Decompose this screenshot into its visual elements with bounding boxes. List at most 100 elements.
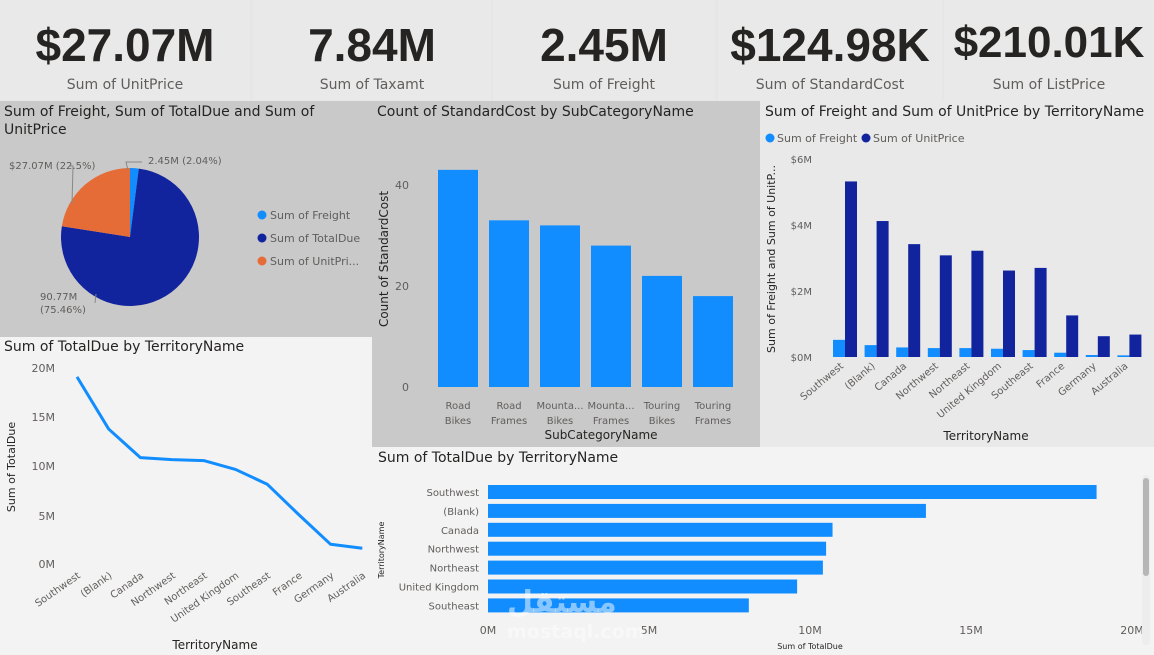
scrollbar-thumb[interactable]: [1143, 478, 1149, 576]
clustered-chart-panel[interactable]: Sum of Freight and Sum of UnitPrice by T…: [760, 101, 1154, 447]
hbar-x-tick-20: 20M: [1120, 624, 1144, 637]
legend-totaldue[interactable]: Sum of TotalDue: [270, 232, 360, 245]
hbar-y-label-northwest: Northwest: [428, 545, 480, 556]
hbar-y-axis-title: TerritoryName: [377, 522, 386, 580]
hbar-southeast[interactable]: [488, 598, 749, 613]
bar-x-label-line: Frames: [593, 416, 629, 427]
kpi-card-listprice[interactable]: $210.01K Sum of ListPrice: [944, 0, 1154, 101]
cluster-bar-sum-of-unitprice-blank[interactable]: [876, 221, 889, 357]
cluster-bar-sum-of-unitprice-southeast[interactable]: [1034, 267, 1047, 357]
kpi-value: $210.01K: [953, 18, 1145, 67]
cluster-bar-sum-of-freight-germany[interactable]: [1085, 355, 1098, 357]
cluster-legend-unitprice[interactable]: Sum of UnitPrice: [873, 132, 965, 145]
kpi-value: 7.84M: [308, 19, 436, 71]
cluster-y-tick-2: $2M: [791, 287, 812, 298]
legend-unitprice[interactable]: Sum of UnitPri...: [270, 255, 359, 268]
line-series[interactable]: [75, 376, 363, 550]
cluster-y-axis-title: Sum of Freight and Sum of UnitP...: [765, 165, 778, 353]
line-x-axis-title: TerritoryName: [171, 638, 257, 652]
pie-chart-panel[interactable]: Sum of Freight, Sum of TotalDue and Sum …: [0, 101, 372, 337]
cluster-bar-sum-of-unitprice-france[interactable]: [1066, 315, 1079, 357]
line-y-tick-5: 5M: [39, 510, 56, 523]
bar-x-label-line: Bikes: [445, 416, 471, 427]
hbar-blank[interactable]: [488, 503, 926, 518]
kpi-label: Sum of ListPrice: [992, 77, 1106, 93]
cluster-bar-sum-of-freight-canada[interactable]: [896, 347, 909, 357]
cluster-bar-sum-of-unitprice-canada[interactable]: [908, 244, 921, 357]
bar-chart-svg: 0 20 40 Road Bikes Road Frames Mounta... Bike…: [377, 169, 733, 442]
legend-swatch-freight: [257, 210, 267, 220]
cluster-bar-sum-of-unitprice-united-kingdom[interactable]: [1003, 270, 1015, 357]
cluster-bar-sum-of-unitprice-northeast[interactable]: [971, 250, 984, 357]
hbar-y-label-united-kingdom: United Kingdom: [399, 583, 479, 594]
cluster-bar-sum-of-unitprice-germany[interactable]: [1097, 336, 1110, 357]
cluster-bar-sum-of-unitprice-southwest[interactable]: [845, 181, 857, 357]
hbar-chart-panel[interactable]: Sum of TotalDue by TerritoryName Southwe…: [372, 447, 1154, 655]
kpi-card-unitprice[interactable]: $27.07M Sum of UnitPrice: [0, 0, 250, 101]
pie-data-label-freight: 2.45M (2.04%): [148, 156, 222, 167]
bar-mountain-frames[interactable]: [591, 245, 631, 387]
bar-y-tick-0: 0: [402, 381, 409, 394]
bar-x-label-touring-bikes: Touring Bikes: [643, 401, 680, 427]
hbar-southwest[interactable]: [488, 485, 1097, 499]
hbar-northeast[interactable]: [488, 560, 823, 575]
cluster-legend-freight[interactable]: Sum of Freight: [777, 132, 858, 145]
hbar-chart-title: Sum of TotalDue by TerritoryName: [378, 450, 619, 466]
bar-x-label-line: Touring: [694, 401, 731, 412]
cluster-bar-sum-of-freight-united-kingdom[interactable]: [991, 348, 1003, 357]
hbar-y-label-northeast: Northeast: [430, 564, 479, 575]
kpi-card-standardcost[interactable]: $124.98K Sum of StandardCost: [718, 0, 942, 101]
bar-road-frames[interactable]: [489, 220, 529, 387]
legend-swatch-unitprice: [257, 256, 267, 266]
hbar-united-kingdom[interactable]: [488, 579, 798, 594]
cluster-bar-sum-of-freight-southeast[interactable]: [1022, 350, 1035, 357]
bar-chart-panel[interactable]: Count of StandardCost by SubCategoryName…: [372, 101, 760, 447]
cluster-bar-sum-of-freight-australia[interactable]: [1117, 355, 1130, 357]
cluster-bar-sum-of-freight-southwest[interactable]: [833, 339, 845, 357]
cluster-bar-sum-of-freight-france[interactable]: [1054, 352, 1067, 357]
bar-x-label-line: Road: [445, 401, 470, 412]
pie-chart-title: Sum of Freight, Sum of TotalDue and Sum …: [4, 104, 315, 138]
cluster-bar-sum-of-unitprice-northwest[interactable]: [939, 255, 952, 357]
kpi-card-taxamt[interactable]: 7.84M Sum of Taxamt: [253, 0, 491, 101]
hbar-x-tick-0: 0M: [480, 624, 497, 637]
line-y-tick-20: 20M: [32, 362, 56, 375]
bar-road-bikes[interactable]: [438, 169, 478, 387]
cluster-bar-sum-of-freight-northwest[interactable]: [927, 348, 940, 357]
bar-x-label-line: Frames: [491, 416, 527, 427]
cluster-x-axis-title: TerritoryName: [942, 429, 1028, 443]
bar-touring-bikes[interactable]: [642, 275, 682, 387]
line-chart-title: Sum of TotalDue by TerritoryName: [4, 339, 245, 355]
kpi-value: 2.45M: [540, 19, 668, 71]
bar-x-label-line: Mounta...: [536, 401, 583, 412]
legend-freight[interactable]: Sum of Freight: [270, 209, 351, 222]
pie-slice-sum-of-totaldue[interactable]: [61, 168, 199, 306]
cluster-y-tick-6: $6M: [791, 155, 812, 166]
hbar-x-tick-15: 15M: [959, 624, 983, 637]
bar-x-label-line: Mounta...: [587, 401, 634, 412]
hbar-x-tick-10: 10M: [798, 624, 822, 637]
hbar-northwest[interactable]: [488, 541, 827, 556]
cluster-bar-sum-of-unitprice-australia[interactable]: [1129, 334, 1142, 357]
pie-data-label-totaldue-line1: 90.77M: [40, 292, 77, 303]
line-chart-panel[interactable]: Sum of TotalDue by TerritoryName 0M 5M 1…: [0, 337, 372, 655]
pie-slice-sum-of-freight[interactable]: [130, 168, 139, 237]
watermark-latin: mostaql.com: [507, 621, 645, 643]
cluster-bar-sum-of-freight-blank[interactable]: [864, 345, 877, 357]
hbar-y-label-southeast: Southeast: [429, 601, 480, 612]
bar-touring-frames[interactable]: [693, 296, 733, 387]
cluster-y-tick-0: $0M: [791, 353, 812, 364]
line-y-tick-0: 0M: [39, 558, 56, 571]
bar-x-label-line: Touring: [643, 401, 680, 412]
line-chart-svg: 0M 5M 10M 15M 20M Southwest(Blank)Canada…: [5, 362, 368, 652]
bar-mountain-bikes[interactable]: [540, 225, 580, 387]
cluster-bar-sum-of-freight-northeast[interactable]: [959, 348, 972, 357]
kpi-label: Sum of Taxamt: [319, 77, 425, 93]
pie-chart-svg: 2.45M (2.04%) $27.07M (22.5%) 90.77M (75…: [9, 156, 360, 316]
hbar-canada[interactable]: [488, 522, 833, 537]
kpi-card-freight[interactable]: 2.45M Sum of Freight: [493, 0, 715, 101]
bar-x-label-road-frames: Road Frames: [491, 401, 527, 427]
bar-x-label-mountain-frames: Mounta... Frames: [587, 401, 634, 427]
pie-slice-sum-of-unitprice[interactable]: [61, 168, 130, 237]
bar-chart-title: Count of StandardCost by SubCategoryName: [377, 104, 694, 120]
